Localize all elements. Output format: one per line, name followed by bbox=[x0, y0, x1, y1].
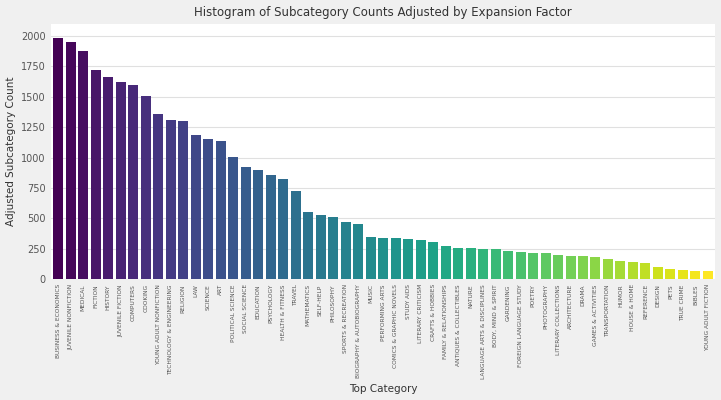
Bar bbox=[665, 269, 676, 279]
Bar bbox=[516, 252, 526, 279]
Bar bbox=[703, 271, 713, 279]
Bar bbox=[391, 238, 401, 279]
Bar bbox=[91, 70, 101, 279]
Bar bbox=[553, 255, 563, 279]
Bar bbox=[528, 252, 538, 279]
Bar bbox=[441, 246, 451, 279]
Bar bbox=[403, 239, 413, 279]
Bar bbox=[316, 215, 326, 279]
Bar bbox=[428, 242, 438, 279]
Bar bbox=[691, 271, 700, 279]
Title: Histogram of Subcategory Counts Adjusted by Expansion Factor: Histogram of Subcategory Counts Adjusted… bbox=[194, 6, 572, 18]
Bar bbox=[415, 240, 425, 279]
Bar bbox=[303, 212, 313, 279]
Bar bbox=[66, 42, 76, 279]
Bar bbox=[78, 51, 88, 279]
Bar bbox=[640, 264, 650, 279]
Y-axis label: Adjusted Subcategory Count: Adjusted Subcategory Count bbox=[6, 77, 16, 226]
Bar bbox=[166, 120, 176, 279]
Bar bbox=[228, 157, 238, 279]
Bar bbox=[565, 256, 575, 279]
Bar bbox=[291, 191, 301, 279]
Bar bbox=[578, 256, 588, 279]
Bar bbox=[466, 248, 476, 279]
Bar bbox=[128, 85, 138, 279]
X-axis label: Top Category: Top Category bbox=[349, 384, 417, 394]
Bar bbox=[503, 251, 513, 279]
Bar bbox=[590, 257, 601, 279]
Bar bbox=[216, 141, 226, 279]
Bar bbox=[241, 167, 251, 279]
Bar bbox=[328, 217, 338, 279]
Bar bbox=[253, 170, 263, 279]
Bar bbox=[366, 237, 376, 279]
Bar bbox=[265, 175, 275, 279]
Bar bbox=[453, 248, 463, 279]
Bar bbox=[478, 249, 488, 279]
Bar bbox=[678, 270, 688, 279]
Bar bbox=[278, 179, 288, 279]
Bar bbox=[541, 253, 551, 279]
Bar bbox=[378, 238, 388, 279]
Bar bbox=[616, 261, 626, 279]
Bar bbox=[190, 134, 200, 279]
Bar bbox=[353, 224, 363, 279]
Bar bbox=[53, 38, 63, 279]
Bar bbox=[340, 222, 350, 279]
Bar bbox=[153, 114, 163, 279]
Bar bbox=[603, 259, 613, 279]
Bar bbox=[203, 139, 213, 279]
Bar bbox=[115, 82, 125, 279]
Bar bbox=[178, 121, 188, 279]
Bar bbox=[141, 96, 151, 279]
Bar bbox=[490, 250, 500, 279]
Bar bbox=[628, 262, 638, 279]
Bar bbox=[653, 267, 663, 279]
Bar bbox=[103, 77, 113, 279]
